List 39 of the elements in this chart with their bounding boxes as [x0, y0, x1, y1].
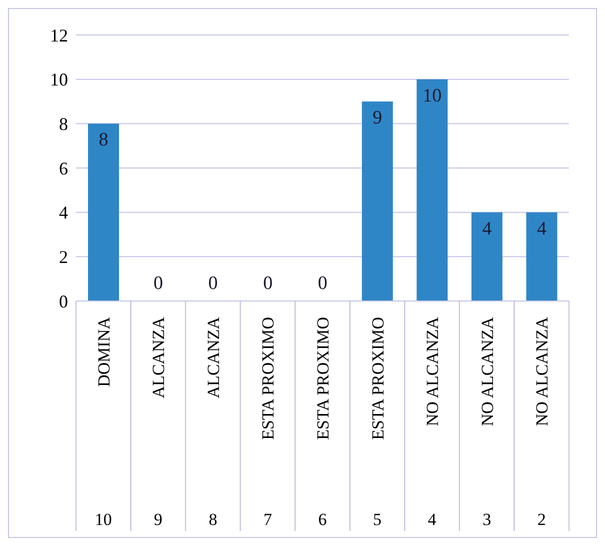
bar	[471, 212, 502, 301]
bar	[526, 212, 558, 301]
text: 9	[154, 510, 162, 529]
text: 4	[428, 510, 437, 529]
data-label: 10	[422, 85, 442, 106]
y-tick-label: 10	[50, 70, 68, 90]
text: 8	[208, 510, 218, 529]
x-tick-label: ESTA PROXIMO	[314, 317, 332, 440]
data-label: 0	[208, 273, 218, 294]
text: 7	[263, 510, 272, 529]
bar	[88, 124, 119, 301]
x-tick-label: DOMINA	[94, 316, 114, 387]
y-tick-label: 8	[59, 114, 68, 134]
x-tick-label: ESTA PROXIMO	[368, 317, 388, 440]
x-tick-label: ALCANZA	[149, 316, 168, 398]
x-tick-label: NO ALCANZA	[532, 316, 552, 426]
text: 5	[373, 510, 382, 529]
text: 2	[537, 510, 546, 529]
y-tick-label: 12	[50, 25, 68, 46]
data-label: 0	[154, 273, 164, 294]
y-tick-label: 6	[59, 158, 68, 178]
data-label: 0	[318, 273, 328, 294]
y-tick-label: 2	[59, 247, 68, 268]
x-tick-label: ESTA PROXIMO	[258, 317, 278, 440]
x-tick-label: ALCANZA	[204, 316, 223, 398]
bar	[362, 102, 393, 301]
x-tick-label: NO ALCANZA	[478, 316, 497, 426]
data-label: 0	[263, 273, 273, 294]
data-label: 4	[536, 218, 547, 240]
y-tick-label: 0	[59, 291, 68, 312]
data-label: 4	[482, 218, 492, 240]
x-tick-label: NO ALCANZA	[423, 316, 442, 426]
data-label: 9	[372, 108, 382, 128]
bar	[416, 79, 448, 301]
text: 10	[94, 510, 112, 529]
y-tick-label: 4	[59, 202, 68, 223]
text: 6	[318, 510, 327, 529]
text: 3	[482, 510, 492, 529]
data-label: 8	[98, 130, 108, 151]
